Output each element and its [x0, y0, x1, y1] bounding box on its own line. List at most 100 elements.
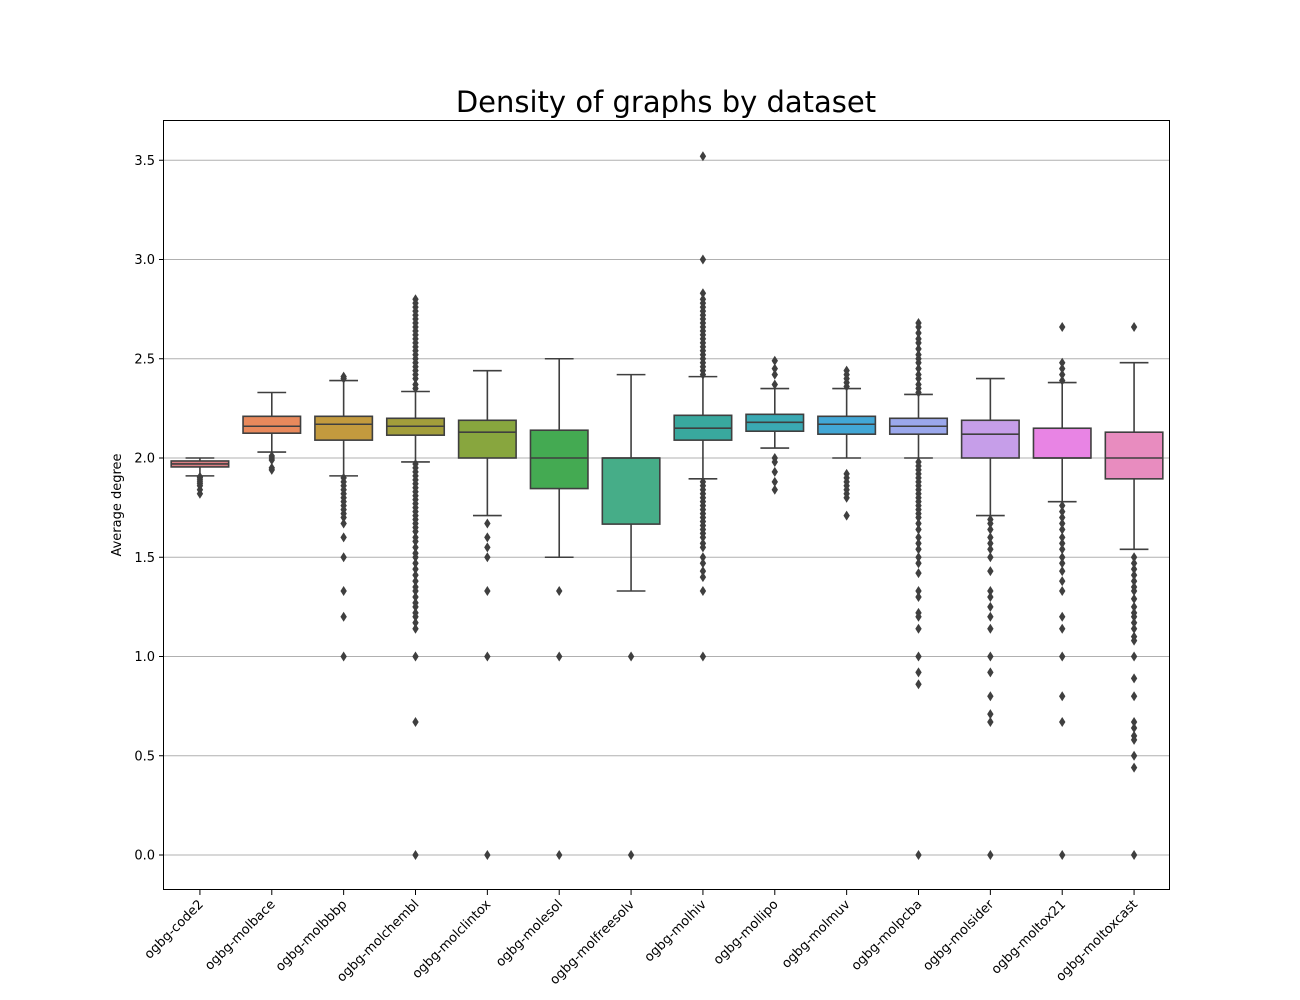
outlier-point: [1130, 552, 1138, 563]
outlier-point: [1059, 357, 1066, 368]
outlier-point: [1130, 635, 1138, 646]
outlier-point: [340, 552, 347, 563]
outlier-point: [412, 617, 419, 628]
outlier-point: [915, 651, 922, 662]
box-group-ogbg-molclintox: [457, 369, 517, 860]
outlier-point: [340, 371, 347, 382]
outlier-point: [1059, 691, 1066, 702]
outlier-point: [1059, 512, 1066, 523]
outlier-point: [699, 651, 707, 662]
outlier-point: [1130, 576, 1138, 587]
outlier-point: [556, 585, 563, 596]
outlier-point: [987, 709, 994, 720]
y-tick-label: 1.5: [134, 551, 155, 566]
outlier-point: [340, 585, 347, 596]
outlier-point: [1059, 585, 1066, 596]
outlier-point: [987, 544, 994, 555]
box-group-ogbg-molchembl: [385, 294, 446, 860]
outlier-point: [268, 451, 275, 462]
outlier-point: [412, 536, 419, 547]
outlier-point: [412, 623, 419, 634]
iqr-box: [1032, 427, 1092, 459]
outlier-point: [1130, 623, 1138, 634]
outlier-point: [1059, 558, 1066, 569]
outlier-point: [1130, 593, 1138, 604]
outlier-point: [699, 532, 707, 543]
outlier-point: [1059, 538, 1066, 549]
outlier-point: [987, 623, 994, 634]
outlier-point: [699, 585, 707, 596]
outlier-point: [771, 363, 778, 374]
outlier-point: [1130, 750, 1138, 761]
y-tick-label: 0.0: [134, 849, 155, 864]
outlier-point: [915, 679, 922, 690]
outlier-point: [915, 369, 922, 380]
y-axis: 0.0 0.5 1.0 1.5 2.0 2.5 3.0 3.5: [134, 154, 164, 864]
plot-frame: [163, 120, 1170, 890]
outlier-point: [1130, 611, 1138, 622]
outlier-point: [915, 333, 922, 344]
box-group-ogbg-code2: [170, 457, 230, 499]
outlier-point: [412, 651, 419, 662]
outlier-point: [1059, 623, 1066, 634]
outlier-point: [987, 601, 994, 612]
outlier-point: [843, 365, 850, 376]
outlier-point: [484, 651, 491, 662]
outlier-point: [412, 717, 419, 728]
box-group-ogbg-molbbbp: [314, 371, 374, 662]
outlier-point: [412, 526, 419, 537]
outlier-point: [915, 611, 922, 622]
outlier-point: [915, 568, 922, 579]
y-tick-label: 1.0: [134, 650, 155, 665]
outlier-point: [699, 572, 707, 583]
outlier-point: [1059, 500, 1066, 511]
outlier-point: [915, 524, 922, 535]
outlier-point: [915, 532, 922, 543]
outlier-point: [484, 585, 491, 596]
outlier-point: [412, 558, 419, 569]
outlier-point: [987, 518, 994, 529]
outlier-point: [771, 456, 778, 467]
outlier-point: [1130, 673, 1138, 684]
outlier-point: [915, 538, 922, 549]
outlier-point: [843, 492, 850, 503]
outlier-point: [1130, 558, 1138, 569]
iqr-box: [601, 457, 661, 525]
outlier-point: [412, 611, 419, 622]
outlier-point: [987, 552, 994, 563]
box-group-ogbg-mollipo: [745, 355, 805, 495]
gridlines: [164, 159, 1170, 856]
outlier-point: [915, 512, 922, 523]
box-group-ogbg-molesol: [529, 357, 589, 860]
outlier-point: [1059, 566, 1066, 577]
outlier-point: [340, 512, 347, 523]
outlier-point: [1130, 601, 1138, 612]
outlier-point: [915, 363, 922, 374]
outlier-point: [915, 318, 922, 329]
outlier-point: [1130, 722, 1138, 733]
outlier-point: [915, 379, 922, 390]
outlier-point: [987, 585, 994, 596]
outlier-point: [987, 667, 994, 678]
outlier-point: [1130, 617, 1138, 628]
outlier-point: [1059, 544, 1066, 555]
outlier-point: [915, 667, 922, 678]
outlier-point: [340, 651, 347, 662]
outlier-point: [987, 524, 994, 535]
outlier-point: [987, 611, 994, 622]
outlier-point: [987, 651, 994, 662]
outlier-point: [412, 576, 419, 587]
outlier-point: [699, 254, 707, 265]
outlier-point: [196, 471, 204, 482]
outlier-point: [1059, 717, 1066, 728]
outlier-point: [1059, 850, 1066, 860]
outlier-point: [1130, 651, 1138, 662]
outlier-point: [699, 566, 707, 577]
outlier-point: [1059, 611, 1066, 622]
y-tick-label: 0.5: [134, 749, 155, 764]
box-group-ogbg-molbace: [242, 391, 302, 475]
outlier-point: [627, 850, 635, 860]
outlier-point: [771, 369, 778, 380]
outlier-point: [915, 623, 922, 634]
box-group-ogbg-molmuv: [817, 365, 877, 521]
